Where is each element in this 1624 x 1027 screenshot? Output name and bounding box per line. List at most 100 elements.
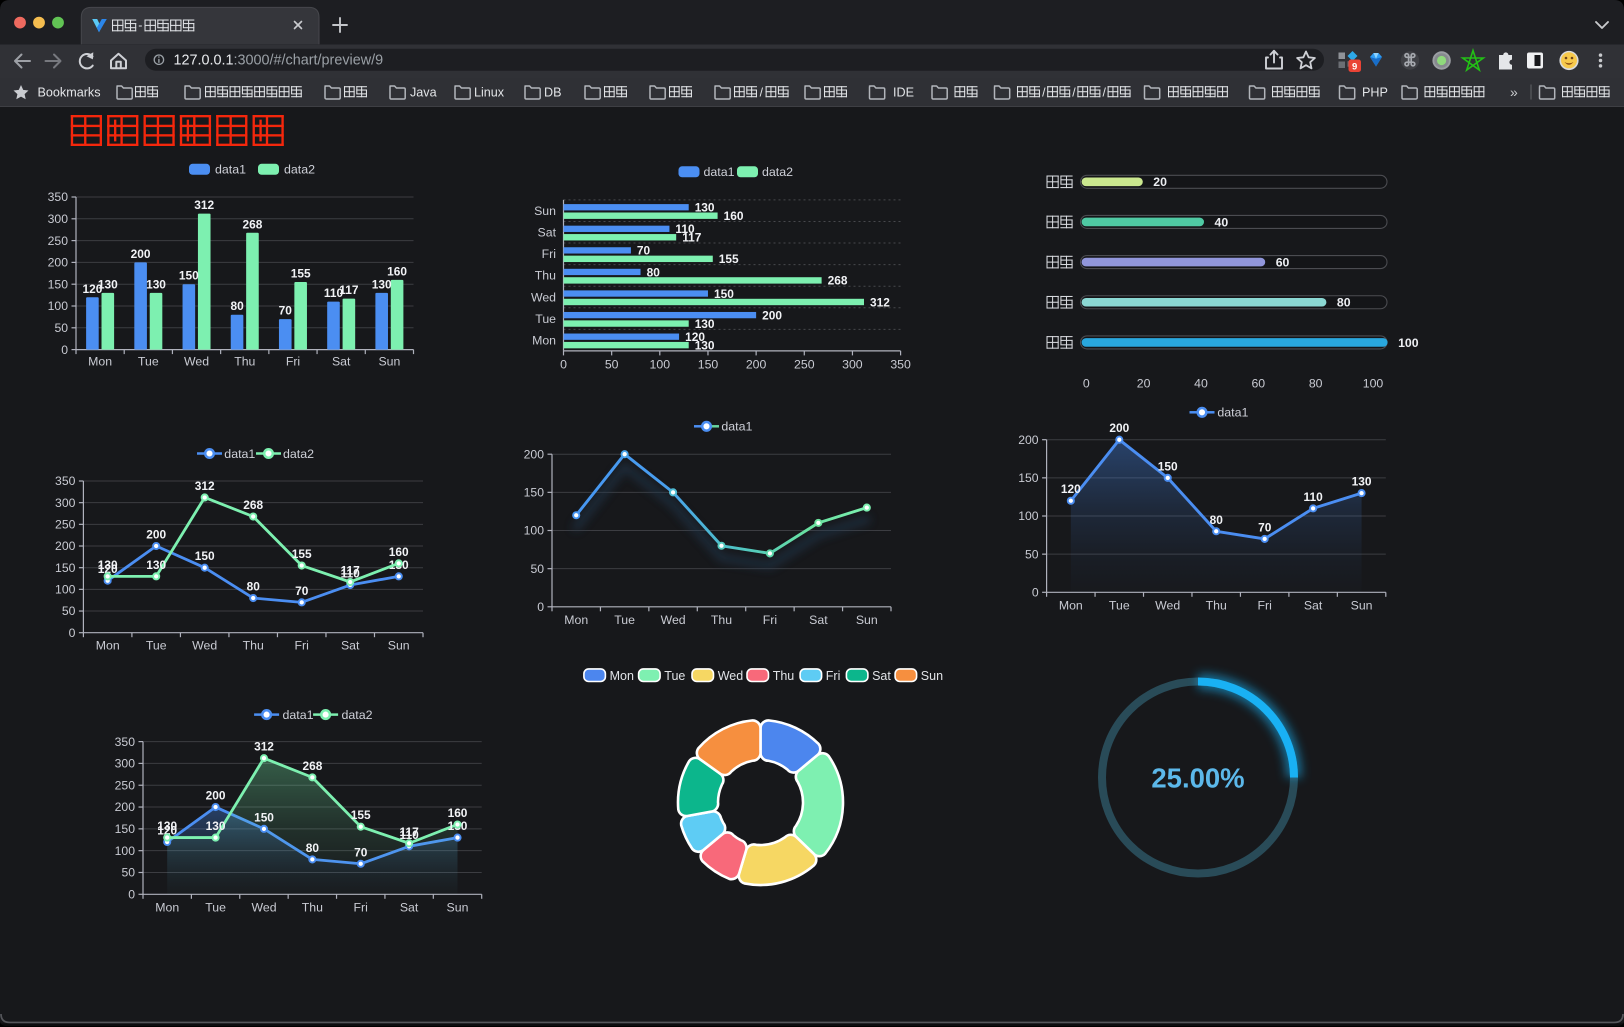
- svg-text:Linux: Linux: [474, 85, 505, 99]
- svg-text:Sun: Sun: [856, 613, 878, 627]
- svg-text:0: 0: [69, 626, 76, 640]
- svg-text:120: 120: [157, 823, 177, 837]
- svg-text:100: 100: [524, 524, 545, 538]
- svg-text:»: »: [1510, 84, 1518, 100]
- svg-text:312: 312: [194, 198, 214, 212]
- svg-text:150: 150: [115, 822, 136, 836]
- svg-text:70: 70: [354, 845, 368, 859]
- svg-text:200: 200: [115, 800, 136, 814]
- svg-text:60: 60: [1251, 377, 1265, 391]
- svg-text:130: 130: [695, 338, 715, 352]
- svg-text:Tue: Tue: [535, 312, 556, 326]
- svg-text:Sat: Sat: [1304, 599, 1323, 613]
- svg-text:Thu: Thu: [773, 669, 795, 683]
- svg-text:130: 130: [157, 819, 177, 833]
- svg-text:Thu: Thu: [1206, 599, 1227, 613]
- svg-text:200: 200: [55, 539, 76, 553]
- svg-text:-: -: [138, 19, 142, 33]
- svg-text:268: 268: [243, 498, 263, 512]
- svg-text:350: 350: [48, 190, 69, 204]
- svg-text:Tue: Tue: [138, 354, 159, 368]
- svg-text:data1: data1: [721, 420, 752, 434]
- svg-text:155: 155: [291, 267, 311, 281]
- svg-text:Wed: Wed: [531, 290, 556, 304]
- svg-text:350: 350: [115, 735, 136, 749]
- svg-text:312: 312: [195, 479, 215, 493]
- svg-text:155: 155: [719, 252, 739, 266]
- svg-text:20: 20: [1137, 377, 1151, 391]
- svg-text:data1: data1: [704, 165, 735, 179]
- svg-text:110: 110: [341, 567, 361, 581]
- svg-text:20: 20: [1153, 175, 1167, 189]
- svg-text:Fri: Fri: [354, 901, 368, 915]
- svg-text:160: 160: [448, 806, 468, 820]
- svg-text:Mon: Mon: [1059, 599, 1083, 613]
- svg-text:Sat: Sat: [332, 354, 351, 368]
- svg-text:data2: data2: [284, 162, 315, 176]
- svg-text:117: 117: [341, 564, 361, 578]
- svg-text:0: 0: [61, 343, 68, 357]
- svg-text:150: 150: [1018, 471, 1039, 485]
- svg-text:Sat: Sat: [538, 226, 557, 240]
- svg-text:250: 250: [55, 518, 76, 532]
- svg-text:Wed: Wed: [184, 354, 209, 368]
- svg-text:130: 130: [206, 819, 226, 833]
- svg-text:250: 250: [115, 778, 136, 792]
- svg-text:150: 150: [254, 810, 274, 824]
- svg-text:130: 130: [372, 277, 392, 291]
- svg-text:200: 200: [524, 447, 545, 461]
- svg-text:130: 130: [1352, 475, 1372, 489]
- svg-text:Thu: Thu: [302, 901, 323, 915]
- svg-text:Mon: Mon: [610, 669, 634, 683]
- svg-text:150: 150: [698, 358, 719, 372]
- svg-text:50: 50: [1025, 547, 1039, 561]
- svg-text:160: 160: [389, 545, 409, 559]
- svg-text:200: 200: [1109, 421, 1129, 435]
- svg-text:Fri: Fri: [295, 639, 309, 653]
- svg-text:Sat: Sat: [341, 639, 360, 653]
- svg-text:Mon: Mon: [155, 901, 179, 915]
- svg-text:data1: data1: [283, 708, 314, 722]
- svg-text:350: 350: [890, 358, 911, 372]
- svg-text:40: 40: [1215, 215, 1229, 229]
- svg-text:0: 0: [560, 358, 567, 372]
- svg-text:data2: data2: [283, 447, 314, 461]
- svg-text:117: 117: [682, 231, 702, 245]
- svg-text:100: 100: [1363, 377, 1384, 391]
- svg-text:100: 100: [115, 844, 136, 858]
- svg-text:300: 300: [55, 496, 76, 510]
- svg-text:120: 120: [82, 282, 102, 296]
- svg-text:80: 80: [647, 265, 661, 279]
- svg-text:150: 150: [48, 277, 69, 291]
- svg-text:350: 350: [55, 474, 76, 488]
- svg-text:70: 70: [1258, 520, 1272, 534]
- svg-text:Tue: Tue: [614, 613, 635, 627]
- svg-text:150: 150: [195, 549, 215, 563]
- svg-text:Mon: Mon: [564, 613, 588, 627]
- svg-text:Mon: Mon: [88, 354, 112, 368]
- svg-text:/: /: [1103, 85, 1107, 99]
- svg-text:0: 0: [537, 600, 544, 614]
- svg-text:120: 120: [98, 562, 118, 576]
- svg-text:Thu: Thu: [711, 613, 732, 627]
- svg-text:160: 160: [387, 264, 407, 278]
- svg-text:Sat: Sat: [400, 901, 419, 915]
- svg-text:200: 200: [1018, 433, 1039, 447]
- svg-text:Bookmarks: Bookmarks: [38, 85, 101, 99]
- svg-text:Mon: Mon: [96, 639, 120, 653]
- svg-text:Sat: Sat: [872, 669, 891, 683]
- svg-text:130: 130: [146, 558, 166, 572]
- svg-text:DB: DB: [544, 85, 562, 99]
- svg-text:155: 155: [292, 547, 312, 561]
- svg-text:120: 120: [1061, 482, 1081, 496]
- svg-text:268: 268: [302, 759, 322, 773]
- svg-text:IDE: IDE: [893, 85, 914, 99]
- svg-text:0: 0: [1032, 586, 1039, 600]
- svg-text:50: 50: [54, 321, 68, 335]
- svg-text:117: 117: [400, 825, 420, 839]
- svg-text:130: 130: [695, 317, 715, 331]
- svg-text:110: 110: [1304, 490, 1324, 504]
- svg-text:150: 150: [524, 486, 545, 500]
- svg-text:Thu: Thu: [535, 269, 556, 283]
- svg-text:300: 300: [842, 358, 863, 372]
